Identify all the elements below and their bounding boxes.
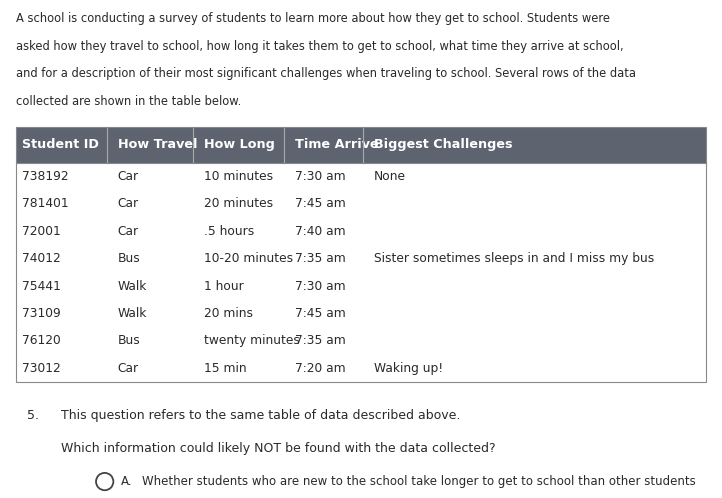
Text: 73109: 73109 — [22, 307, 61, 320]
Text: Sister sometimes sleeps in and I miss my bus: Sister sometimes sleeps in and I miss my… — [374, 252, 654, 265]
Text: None: None — [374, 170, 406, 183]
Text: Car: Car — [118, 170, 139, 183]
Text: 75441: 75441 — [22, 279, 61, 293]
Text: 7:30 am: 7:30 am — [295, 170, 345, 183]
Text: 738192: 738192 — [22, 170, 69, 183]
Text: Whether students who are new to the school take longer to get to school than oth: Whether students who are new to the scho… — [142, 475, 696, 488]
Text: Waking up!: Waking up! — [374, 362, 443, 375]
Text: Car: Car — [118, 197, 139, 211]
Text: 7:35 am: 7:35 am — [295, 334, 345, 348]
Text: Bus: Bus — [118, 252, 141, 265]
Text: collected are shown in the table below.: collected are shown in the table below. — [16, 95, 241, 108]
Text: 20 minutes: 20 minutes — [204, 197, 274, 211]
Text: Bus: Bus — [118, 334, 141, 348]
Text: 74012: 74012 — [22, 252, 61, 265]
Text: 7:20 am: 7:20 am — [295, 362, 345, 375]
Text: A.: A. — [121, 475, 132, 488]
Text: 7:40 am: 7:40 am — [295, 225, 345, 238]
Text: Biggest Challenges: Biggest Challenges — [374, 138, 513, 151]
Text: and for a description of their most significant challenges when traveling to sch: and for a description of their most sign… — [16, 67, 636, 80]
Text: 1 hour: 1 hour — [204, 279, 244, 293]
Text: Car: Car — [118, 362, 139, 375]
Bar — [16, 127, 706, 163]
Text: This question refers to the same table of data described above.: This question refers to the same table o… — [61, 409, 461, 422]
Text: How Long: How Long — [204, 138, 275, 151]
Text: Car: Car — [118, 225, 139, 238]
Text: asked how they travel to school, how long it takes them to get to school, what t: asked how they travel to school, how lon… — [16, 40, 624, 53]
Text: 7:35 am: 7:35 am — [295, 252, 345, 265]
Text: 5.: 5. — [27, 409, 40, 422]
Text: 10 minutes: 10 minutes — [204, 170, 274, 183]
Text: 15 min: 15 min — [204, 362, 247, 375]
Text: 7:45 am: 7:45 am — [295, 197, 345, 211]
Text: 72001: 72001 — [22, 225, 61, 238]
Text: Walk: Walk — [118, 279, 147, 293]
Text: 10-20 minutes: 10-20 minutes — [204, 252, 293, 265]
Text: 73012: 73012 — [22, 362, 61, 375]
Text: Which information could likely NOT be found with the data collected?: Which information could likely NOT be fo… — [61, 442, 496, 455]
Text: Student ID: Student ID — [22, 138, 98, 151]
Text: .5 hours: .5 hours — [204, 225, 255, 238]
Text: 76120: 76120 — [22, 334, 61, 348]
Text: twenty minutes: twenty minutes — [204, 334, 300, 348]
Text: 7:30 am: 7:30 am — [295, 279, 345, 293]
Text: 781401: 781401 — [22, 197, 69, 211]
Text: 7:45 am: 7:45 am — [295, 307, 345, 320]
Text: Walk: Walk — [118, 307, 147, 320]
Text: How Travel: How Travel — [118, 138, 197, 151]
Text: 20 mins: 20 mins — [204, 307, 253, 320]
Text: Time Arrive: Time Arrive — [295, 138, 378, 151]
Bar — [16, 127, 706, 382]
Text: A school is conducting a survey of students to learn more about how they get to : A school is conducting a survey of stude… — [16, 12, 610, 25]
